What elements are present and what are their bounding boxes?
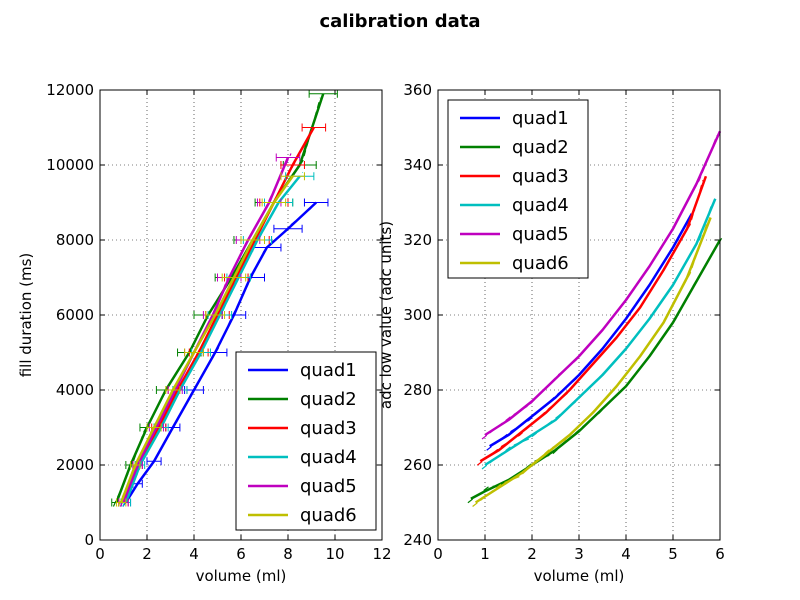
x-axis-label: volume (ml) (196, 567, 287, 585)
legend-box (447, 99, 589, 279)
series-line-quad4 (484, 198, 717, 467)
legend-label-quad3: quad3 (300, 418, 357, 439)
y-tick-label: 320 (403, 231, 432, 249)
legend-label-quad1: quad1 (300, 360, 357, 381)
legend-label-quad2: quad2 (300, 389, 357, 410)
x-tick-label: 2 (527, 545, 537, 563)
adc-low-value-chart: 0 1 2 3 4 5 6 240 260 280 300 320 340 360 volume (ml) a… (377, 81, 725, 585)
y-tick-label: 300 (403, 306, 432, 324)
legend-label-quad3: quad3 (512, 166, 569, 187)
axes-frame (437, 89, 721, 541)
x-tick-label: 5 (668, 545, 678, 563)
legend-label-quad4: quad4 (300, 447, 357, 468)
x-tick-label: 4 (621, 545, 631, 563)
fill-duration-chart: 0 2 4 6 8 10 12 0 2000 4000 6000 8000 10000 12000 volu… (17, 81, 392, 585)
x-tick-label: 10 (325, 545, 344, 563)
x-tick-label: 6 (715, 545, 725, 563)
y-tick-label: 280 (403, 381, 432, 399)
y-tick-label: 12000 (46, 81, 94, 99)
x-tick-label: 1 (480, 545, 490, 563)
legend-label-quad4: quad4 (512, 195, 569, 216)
x-tick-label: 0 (95, 545, 105, 563)
legend-label-quad2: quad2 (512, 137, 569, 158)
y-tick-label: 2000 (56, 456, 94, 474)
y-tick-label: 4000 (56, 381, 94, 399)
x-tick-label: 6 (236, 545, 246, 563)
x-tick-label: 0 (433, 545, 443, 563)
x-tick-label: 8 (283, 545, 293, 563)
series-line-quad4 (124, 175, 301, 503)
y-tick-label: 260 (403, 456, 432, 474)
legend-label-quad5: quad5 (300, 476, 357, 497)
y-tick-label: 10000 (46, 156, 94, 174)
x-tick-label: 3 (574, 545, 584, 563)
series-line-quad5 (484, 130, 722, 437)
legend-label-quad6: quad6 (300, 505, 357, 526)
y-tick-label: 360 (403, 81, 432, 99)
figure-title: calibration data (319, 11, 480, 32)
axes-frame (99, 89, 383, 541)
x-tick-label: 4 (189, 545, 199, 563)
y-axis-label: fill duration (ms) (17, 253, 35, 378)
legend-label-quad5: quad5 (512, 224, 569, 245)
series-line-quad1 (489, 213, 693, 448)
x-tick-label: 12 (372, 545, 391, 563)
x-tick-label: 2 (142, 545, 152, 563)
y-tick-label: 340 (403, 156, 432, 174)
legend-box (235, 351, 377, 531)
y-tick-label: 0 (84, 531, 94, 549)
y-axis-label: adc low value (adc units) (377, 221, 395, 409)
legend-label-quad6: quad6 (512, 253, 569, 274)
y-tick-label: 6000 (56, 306, 94, 324)
series-line-quad6 (474, 217, 712, 504)
x-axis-label: volume (ml) (534, 567, 625, 585)
legend-label-quad1: quad1 (512, 108, 569, 129)
legend: quad1 quad2 quad3 quad4 quad5 quad6 (235, 351, 377, 531)
y-tick-label: 240 (403, 531, 432, 549)
y-tick-label: 8000 (56, 231, 94, 249)
series-line-quad1 (124, 201, 318, 504)
legend: quad1 quad2 quad3 quad4 quad5 quad6 (447, 99, 589, 279)
series-line-quad3 (479, 175, 708, 463)
series-line-quad6 (119, 175, 294, 503)
